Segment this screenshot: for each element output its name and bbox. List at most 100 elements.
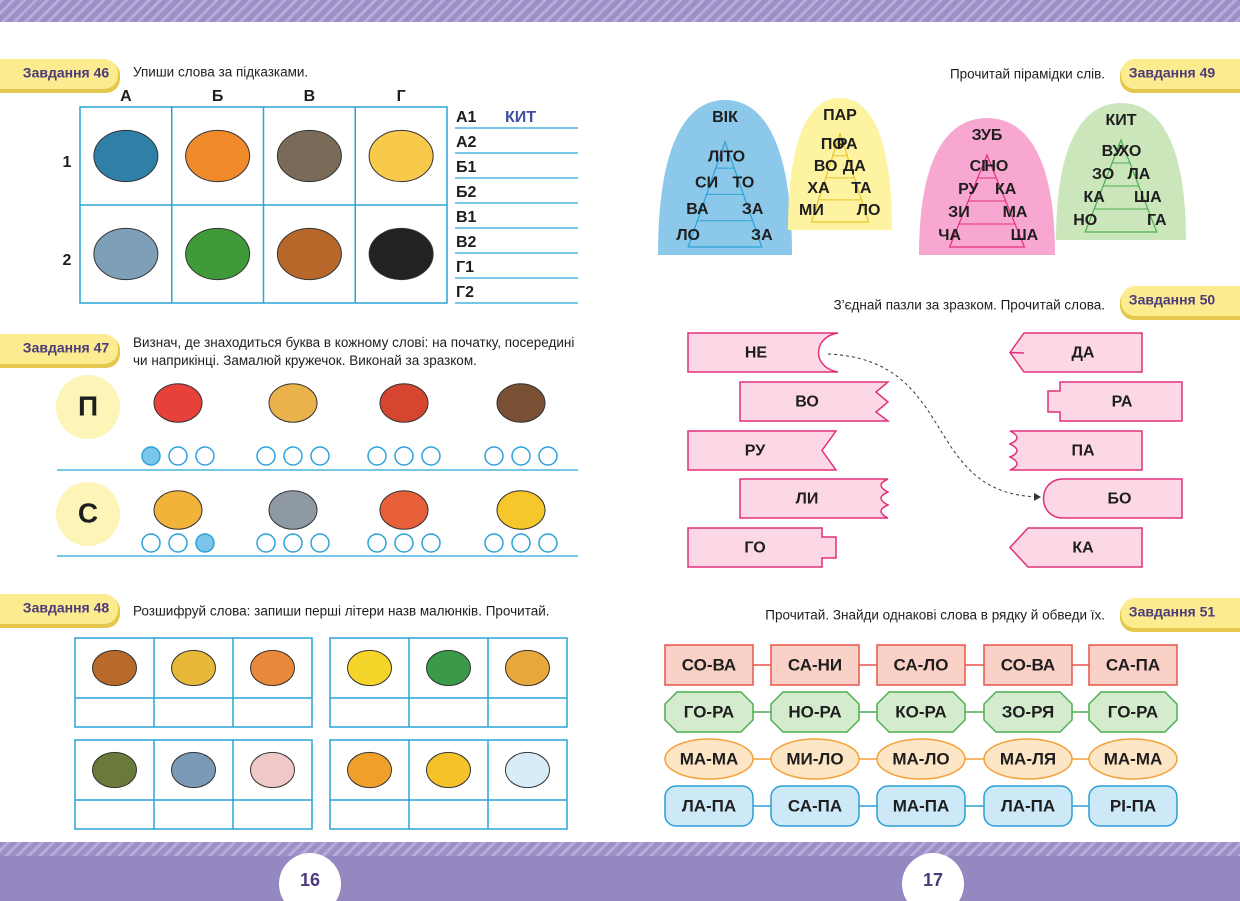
cipher-table: [329, 637, 568, 728]
syllable: ХО: [1119, 143, 1142, 160]
answer-circle: [141, 446, 161, 466]
picture: [93, 129, 159, 183]
pyramid-word: ВІК: [712, 109, 738, 126]
word-box: [983, 644, 1073, 686]
puzzle-syllable: ВО: [795, 394, 819, 411]
answer-circle: [283, 446, 303, 466]
word: ЛА-ПА: [1001, 796, 1055, 815]
picture: [347, 649, 392, 687]
answer-label: Б1: [456, 159, 477, 176]
puzzle-syllable: КА: [1072, 540, 1094, 557]
word: МА-ЛО: [892, 749, 949, 768]
answer-circle: [195, 533, 215, 553]
picture: [250, 649, 295, 687]
picture: [268, 383, 318, 423]
task-label-text: Завдання 49: [1129, 65, 1216, 81]
syllable: ТА: [851, 180, 872, 197]
answer-circle: [310, 446, 330, 466]
syllable: КА: [995, 181, 1017, 198]
task-label: [0, 334, 118, 364]
task-label-text: Завдання 47: [23, 340, 110, 356]
answer-circle: [538, 533, 558, 553]
instruction: З’єднай пазли за зразком. Прочитай слова…: [834, 298, 1105, 313]
pyramid-shape: [1056, 103, 1186, 240]
word-box: [1088, 738, 1178, 780]
task-label: [0, 594, 118, 624]
letter: С: [78, 497, 98, 528]
picture: [496, 383, 546, 423]
word: СА-ПА: [788, 796, 842, 815]
picture: [92, 649, 137, 687]
bottom-band: [0, 856, 1240, 901]
picture: [153, 383, 203, 423]
picture: [379, 383, 429, 423]
word-box: [983, 738, 1073, 780]
answer-label: А1: [456, 109, 477, 126]
word: СО-ВА: [682, 655, 736, 674]
syllable: ВА: [686, 201, 709, 218]
picture: [505, 751, 550, 789]
puzzle-piece: [1008, 527, 1143, 568]
answer-label: В1: [456, 209, 477, 226]
instruction: Прочитай пірамідки слів.: [950, 67, 1105, 82]
picture: [368, 129, 434, 183]
word: МА-ЛЯ: [1000, 749, 1056, 768]
answer-circle: [538, 446, 558, 466]
top-band: [0, 0, 1240, 22]
answer-circle: [394, 533, 414, 553]
word-box: [664, 738, 754, 780]
puzzle-piece: [1047, 381, 1183, 422]
cipher-table: [74, 739, 313, 830]
puzzle-piece: [687, 332, 839, 373]
puzzle-syllable: ДА: [1072, 345, 1095, 362]
word: СО-ВА: [1001, 655, 1055, 674]
puzzle-syllable: ПА: [1071, 443, 1095, 460]
word: РІ-ПА: [1110, 796, 1156, 815]
puzzle-piece: [687, 527, 837, 568]
syllable: ВУ: [1102, 143, 1124, 160]
answer-circle: [141, 533, 161, 553]
instruction: Упиши слова за підказками.: [133, 65, 308, 80]
letter-badge: [56, 375, 120, 439]
word-box: [1088, 785, 1178, 827]
answer-circle: [421, 446, 441, 466]
answer-label: А2: [456, 134, 477, 151]
syllable: СІ: [970, 158, 986, 175]
word-box: [664, 785, 754, 827]
word-box: [770, 691, 860, 733]
picture: [171, 751, 216, 789]
task-label-text: Завдання 46: [23, 65, 110, 81]
pyramid-word: ПАР: [823, 107, 857, 124]
cipher-table: [74, 637, 313, 728]
answer-circle: [256, 533, 276, 553]
word-box: [770, 644, 860, 686]
word: НО-РА: [788, 702, 841, 721]
answer-circle: [168, 533, 188, 553]
picture: [171, 649, 216, 687]
word: ЗО-РЯ: [1002, 702, 1054, 721]
picture: [185, 227, 251, 281]
picture: [426, 751, 471, 789]
puzzle-piece: [687, 430, 838, 471]
page-number-badge: [902, 853, 964, 901]
pyramid-shape: [788, 98, 892, 230]
pyramid-word: КИТ: [1105, 112, 1136, 129]
pyramid-word: ЗУБ: [972, 127, 1003, 144]
answer-circle: [421, 533, 441, 553]
syllable: ЗА: [742, 201, 764, 218]
syllable: НО: [1073, 212, 1097, 229]
syllable: ГА: [1147, 212, 1167, 229]
syllable: КА: [1084, 189, 1106, 206]
word-box: [876, 691, 966, 733]
answer-label: Г2: [456, 284, 474, 301]
syllable: ХА: [807, 180, 830, 197]
syllable: ЧА: [938, 227, 961, 244]
syllable: ЗА: [751, 227, 773, 244]
column-label: А: [120, 88, 132, 105]
puzzle-piece: [1009, 332, 1143, 373]
syllable: ЛО: [857, 202, 881, 219]
answer-circle: [168, 446, 188, 466]
cipher-table: [329, 739, 568, 830]
word: ГО-РА: [684, 702, 734, 721]
syllable: ЛО: [676, 227, 700, 244]
